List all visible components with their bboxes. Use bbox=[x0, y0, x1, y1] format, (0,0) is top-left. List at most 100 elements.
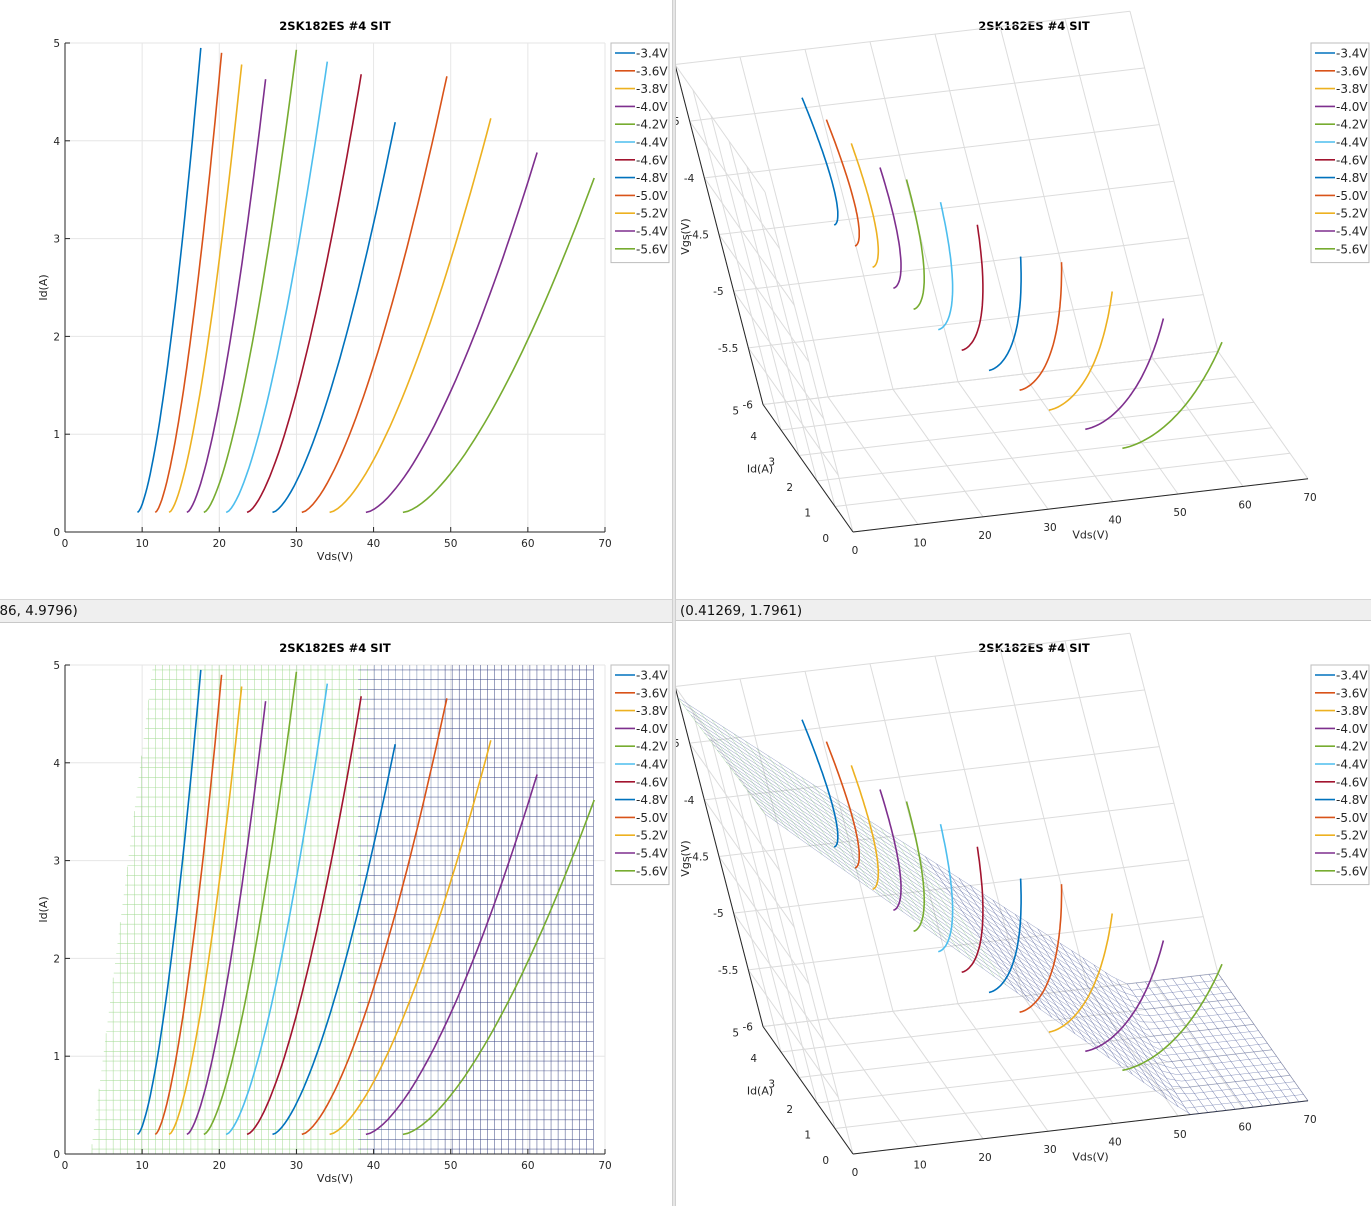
legend-entry: -3.8V bbox=[1336, 704, 1368, 718]
floor-grid bbox=[780, 376, 1237, 431]
wall-grid bbox=[704, 746, 1160, 801]
z-tick-label: -5 bbox=[713, 908, 723, 920]
legend-entry: -4.4V bbox=[636, 758, 668, 772]
legend-entry: -5.6V bbox=[636, 242, 668, 256]
y-tick-label: 4 bbox=[750, 1053, 757, 1065]
legend-entry: -5.0V bbox=[1336, 189, 1368, 203]
legend-entry: -4.6V bbox=[1336, 153, 1368, 167]
series-line--5.6V bbox=[1122, 341, 1223, 450]
status-bar-left: 3.586, 4.9796) bbox=[0, 599, 672, 623]
x-tick-label: 0 bbox=[62, 1160, 69, 1172]
legend-entry: -4.6V bbox=[1336, 775, 1368, 789]
legend-entry: -4.2V bbox=[636, 740, 668, 754]
legend-box bbox=[610, 42, 670, 264]
z-tick-label: -4 bbox=[684, 173, 695, 185]
mesh-line bbox=[708, 738, 1250, 1030]
series-line--5.4V bbox=[365, 774, 538, 1136]
series-line--4.0V bbox=[879, 789, 902, 911]
plot-panel-top-left[interactable]: 2SK182ES #4 SIT 0 10 20 30 40 50 60 70 0 1 2 3 4 5 Vds(… bbox=[0, 0, 672, 600]
chart-title: 2SK182ES #4 SIT bbox=[279, 641, 391, 655]
floor-grid bbox=[834, 452, 1291, 507]
x-axis-label: Vds(V) bbox=[317, 550, 353, 563]
z-axis-label: Vgs(V) bbox=[679, 840, 692, 876]
x-tick-label: 20 bbox=[978, 530, 991, 542]
floor-grid bbox=[1022, 373, 1114, 502]
z-tick-label: -4.5 bbox=[689, 852, 710, 864]
series-line--4.4V bbox=[938, 202, 954, 331]
mesh-line bbox=[703, 732, 1246, 1023]
wall-grid bbox=[748, 916, 1204, 971]
chart-2d-top-left[interactable]: 2SK182ES #4 SIT 0 10 20 30 40 50 60 70 0 1 2 3 4 5 Vds(… bbox=[0, 0, 672, 600]
plot-3d-root: 2SK182ES #4 SIT010203040506070012345-3-3… bbox=[676, 632, 1370, 1179]
legend-entry: -5.4V bbox=[636, 847, 668, 861]
panel-splitter[interactable] bbox=[672, 0, 676, 1206]
y-tick-label: 5 bbox=[53, 660, 60, 672]
legend-entry: -4.2V bbox=[1336, 118, 1368, 132]
legend-entry: -4.0V bbox=[1336, 722, 1368, 736]
series-line--5.6V bbox=[402, 799, 595, 1136]
legend-entry: -3.8V bbox=[636, 704, 668, 718]
x-tick-label: 50 bbox=[444, 1160, 457, 1172]
y-tick-label: 4 bbox=[750, 431, 757, 443]
wall-grid bbox=[747, 347, 839, 476]
series-line--5.0V bbox=[1019, 262, 1063, 391]
mesh-line bbox=[764, 813, 1309, 1115]
mesh-line bbox=[712, 744, 1255, 1037]
legend-entry: -4.8V bbox=[636, 171, 668, 185]
mesh-line bbox=[677, 697, 1219, 985]
mesh-line bbox=[760, 807, 1304, 1109]
wall-grid bbox=[733, 859, 1189, 914]
y-tick-label: 0 bbox=[53, 527, 60, 539]
x-tick-label: 20 bbox=[213, 1160, 226, 1172]
chart-2d-bottom-left[interactable]: 2SK182ES #4 SIT 0 10 20 30 40 50 60 70 0 1 2 3 4 5 Vds(… bbox=[0, 622, 672, 1206]
legend: -3.4V -3.6V -3.8V -4.0V -4.2V -4.4V -4.6V -4.8V… bbox=[610, 664, 670, 886]
mesh-line bbox=[699, 726, 1241, 1017]
series-group bbox=[136, 669, 595, 1136]
legend-entry: -3.8V bbox=[1336, 82, 1368, 96]
mesh-line bbox=[756, 802, 1300, 1102]
plot-panel-top-right[interactable]: 2SK182ES #4 SIT010203040506070012345-3-3… bbox=[676, 0, 1371, 600]
y-tick-label: 4 bbox=[53, 136, 60, 148]
series-line--4.8V bbox=[272, 744, 396, 1136]
series-line--4.8V bbox=[272, 122, 396, 514]
cursor-coordinates-left: 3.586, 4.9796) bbox=[0, 603, 78, 619]
legend-entry: -5.0V bbox=[636, 189, 668, 203]
legend-box bbox=[1310, 664, 1370, 886]
mesh-line bbox=[695, 720, 1237, 1010]
y-axis-label: Id(A) bbox=[37, 274, 50, 300]
wall-grid bbox=[689, 120, 781, 249]
status-bar-right: (0.41269, 1.7961) bbox=[676, 599, 1371, 621]
x-tick-label: 70 bbox=[598, 538, 611, 550]
mesh-line bbox=[690, 715, 1232, 1004]
x-tick-label: 70 bbox=[1303, 492, 1316, 504]
z-tick-label: -5 bbox=[713, 286, 723, 298]
wall-grid bbox=[703, 799, 795, 928]
wall-grid bbox=[689, 67, 1145, 122]
mesh-line bbox=[730, 767, 1273, 1063]
x-tick-label: 30 bbox=[290, 538, 303, 550]
x-tick-label: 40 bbox=[1108, 1137, 1121, 1149]
series-line--3.4V bbox=[801, 97, 839, 226]
floor-grid bbox=[798, 401, 1255, 456]
x-tick-label: 50 bbox=[1173, 1129, 1186, 1141]
y-tick-label: 2 bbox=[786, 1104, 793, 1116]
plot-panel-bottom-right[interactable]: 2SK182ES #4 SIT010203040506070012345-3-3… bbox=[676, 622, 1371, 1206]
z-axis bbox=[676, 66, 764, 405]
mesh-line bbox=[1116, 979, 1209, 1113]
mesh-line bbox=[734, 773, 1277, 1069]
grid bbox=[64, 42, 606, 533]
y-tick-label: 0 bbox=[53, 1149, 60, 1161]
cursor-coordinates-right: (0.41269, 1.7961) bbox=[680, 603, 803, 619]
series-line--3.6V bbox=[154, 674, 223, 1135]
chart-3d-top-right[interactable]: 2SK182ES #4 SIT010203040506070012345-3-3… bbox=[676, 0, 1371, 600]
y-tick-label: 3 bbox=[53, 856, 60, 868]
series-line--5.0V bbox=[301, 698, 448, 1136]
legend-entry: -3.4V bbox=[636, 47, 668, 61]
chart-3d-bottom-right[interactable]: 2SK182ES #4 SIT010203040506070012345-3-3… bbox=[676, 622, 1371, 1206]
plot-panel-bottom-left[interactable]: 2SK182ES #4 SIT 0 10 20 30 40 50 60 70 0 1 2 3 4 5 Vds(… bbox=[0, 622, 672, 1206]
legend-entry: -4.4V bbox=[1336, 136, 1368, 150]
floor-grid bbox=[1022, 995, 1114, 1124]
legend-entry: -5.2V bbox=[636, 207, 668, 221]
z-tick-label: -4 bbox=[684, 795, 695, 807]
series-line--5.4V bbox=[365, 152, 538, 514]
